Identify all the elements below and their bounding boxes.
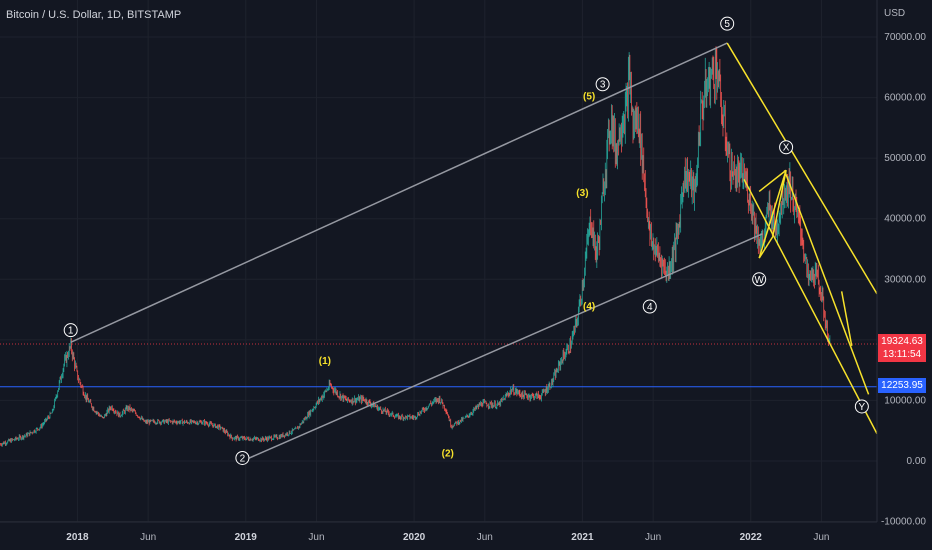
countdown-timer: 13:11:54 — [882, 349, 922, 360]
wave-label-text: Y — [859, 402, 866, 413]
wave-label-text: 5 — [724, 19, 730, 30]
wave-annotations: 1 2 3 4 5 X W Y (5) (3) (4) (1) (2) — [63, 16, 869, 465]
y-tick-label: 40000.00 — [884, 214, 926, 225]
subwave-label-text: (2) — [442, 449, 454, 460]
channel-line — [242, 233, 763, 462]
wave-label-circle — [854, 399, 869, 414]
price-series — [0, 46, 831, 447]
y-tick-label: 70000.00 — [884, 32, 926, 43]
x-tick-label: 2019 — [235, 532, 258, 543]
wedge-line — [840, 291, 853, 347]
wedge-line — [758, 170, 787, 259]
wedge-line — [758, 236, 774, 259]
wedge-line — [783, 169, 870, 395]
trendlines — [70, 42, 878, 462]
horizontal-lines — [0, 343, 877, 388]
subwave-label-text: (4) — [583, 301, 595, 312]
wave-label-circle — [720, 16, 735, 31]
time-axis: 2018 Jun 2019 Jun 2020 Jun 2021 Jun 2022 Jun — [66, 532, 829, 543]
wedge-line — [771, 170, 787, 238]
x-tick-label: 2021 — [571, 532, 594, 543]
x-tick-label: 2020 — [403, 532, 426, 543]
wave-label-text: X — [783, 143, 790, 154]
y-tick-label: 0.00 — [907, 456, 927, 467]
x-tick-label: Jun — [477, 532, 493, 543]
x-tick-label: 2018 — [66, 532, 89, 543]
level-price-badge: 12253.95 — [878, 378, 926, 393]
wave-label-circle — [63, 323, 78, 338]
y-tick-label: 50000.00 — [884, 153, 926, 164]
y-tick-label: 60000.00 — [884, 93, 926, 104]
price-axis: 70000.00 60000.00 50000.00 40000.00 30000.00… — [881, 32, 926, 528]
wave-label-circle — [642, 299, 657, 314]
grid — [0, 0, 877, 523]
chart-title: Bitcoin / U.S. Dollar, 1D, BITSTAMP — [6, 9, 182, 21]
last-price-badge: 19324.63 13:11:54 — [878, 334, 926, 362]
x-tick-label: Jun — [140, 532, 156, 543]
wave-label-circle — [752, 272, 767, 287]
y-tick-label: 30000.00 — [884, 274, 926, 285]
wave-label-circle — [595, 77, 610, 92]
wave-label-text: 2 — [240, 453, 246, 464]
x-tick-label: 2022 — [740, 532, 763, 543]
subwave-label-text: (3) — [576, 188, 588, 199]
subwave-label-text: (1) — [319, 356, 331, 367]
wedge-line — [726, 42, 878, 295]
wave-label-text: 1 — [68, 326, 74, 337]
y-tick-label: 10000.00 — [884, 395, 926, 406]
wave-label-text: W — [754, 275, 764, 286]
wave-label-text: 3 — [600, 80, 606, 91]
x-tick-label: Jun — [645, 532, 661, 543]
wave-label-circle — [779, 140, 794, 155]
channel-line — [70, 42, 728, 343]
subwave-label-text: (5) — [583, 91, 595, 102]
last-price-value: 19324.63 — [881, 336, 923, 347]
wave-label-circle — [235, 450, 250, 465]
wave-label-text: 4 — [647, 302, 653, 313]
wedge-line — [743, 178, 878, 435]
wedge-line — [758, 169, 787, 193]
x-tick-label: Jun — [813, 532, 829, 543]
x-tick-label: Jun — [308, 532, 324, 543]
y-tick-label: -10000.00 — [881, 517, 926, 528]
currency-label: USD — [884, 8, 906, 19]
